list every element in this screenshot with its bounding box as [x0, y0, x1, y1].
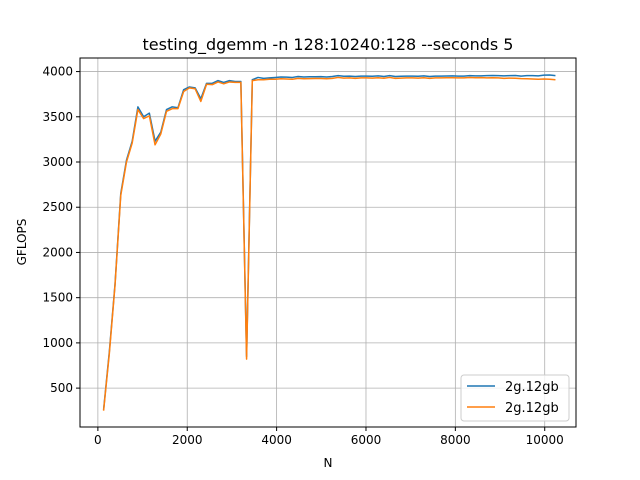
- x-tick-label: 6000: [351, 433, 382, 447]
- x-tick-label: 10000: [526, 433, 564, 447]
- y-tick-label: 3000: [42, 155, 73, 169]
- y-tick-label: 4000: [42, 65, 73, 79]
- y-tick-label: 1500: [42, 291, 73, 305]
- series-lines: [102, 74, 556, 411]
- y-tick-label: 1000: [42, 336, 73, 350]
- y-axis-label: GFLOPS: [15, 219, 29, 266]
- x-tick-label: 4000: [261, 433, 292, 447]
- y-tick-label: 2500: [42, 200, 73, 214]
- grid: [80, 58, 576, 427]
- ticks: 0 2000 4000 6000 8000 10000 500 1000 1500 2000 250…: [42, 65, 563, 447]
- x-tick-label: 8000: [440, 433, 471, 447]
- y-tick-label: 3500: [42, 110, 73, 124]
- legend-label-1: 2g.12gb: [505, 380, 559, 395]
- x-axis-label: N: [324, 456, 333, 470]
- x-tick-label: 2000: [172, 433, 203, 447]
- legend: 2g.12gb 2g.12gb: [460, 374, 570, 422]
- series-line-2: [102, 76, 556, 411]
- plot-frame: [79, 57, 577, 428]
- y-tick-label: 500: [50, 381, 73, 395]
- x-tick-label: 0: [94, 433, 102, 447]
- chart-title: testing_dgemm -n 128:10240:128 --seconds…: [143, 35, 514, 55]
- y-tick-label: 2000: [42, 245, 73, 259]
- legend-label-2: 2g.12gb: [505, 401, 559, 416]
